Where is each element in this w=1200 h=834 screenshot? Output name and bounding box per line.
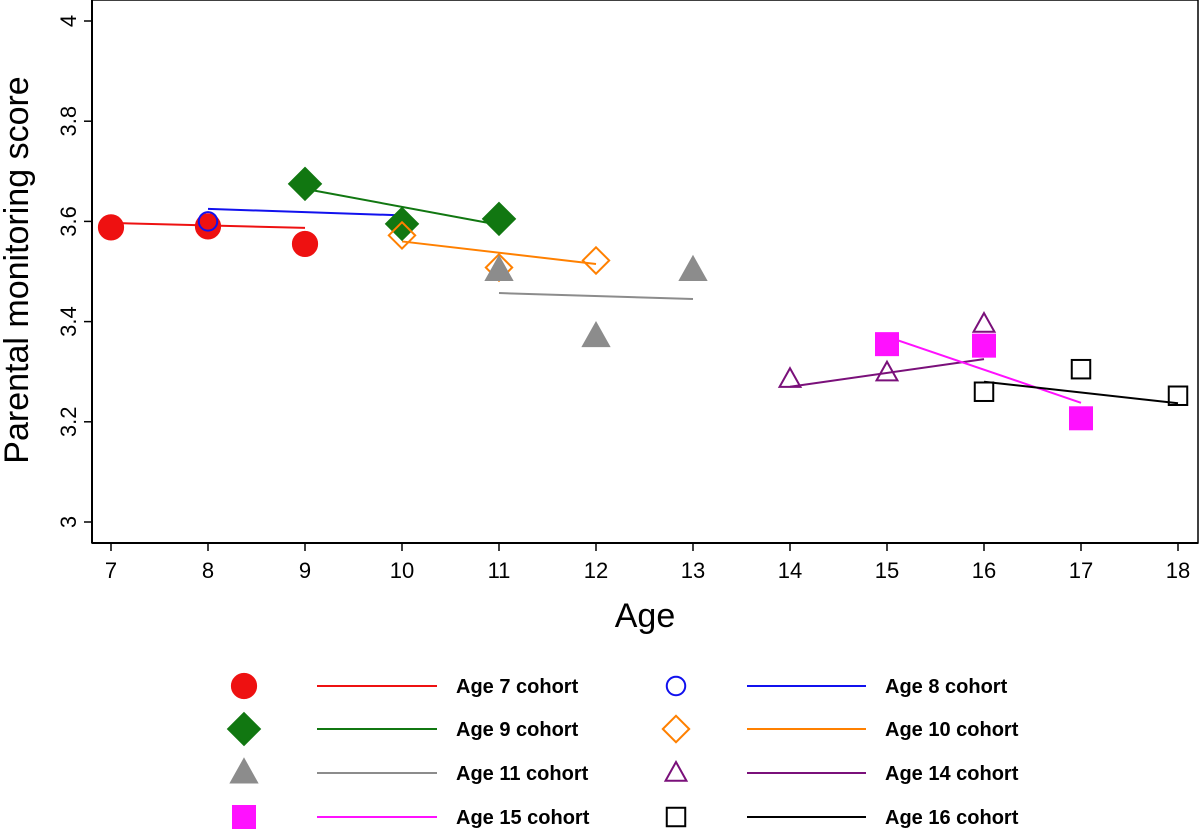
legend-label-age-7-cohort: Age 7 cohort bbox=[456, 676, 579, 698]
plot-area-frame bbox=[91, 0, 1199, 544]
x-tick-label: 15 bbox=[875, 558, 899, 583]
fit-line-age-14-cohort bbox=[789, 358, 985, 388]
point-age-15-cohort bbox=[875, 332, 899, 357]
x-tick-label: 7 bbox=[105, 558, 117, 583]
x-tick-label: 14 bbox=[778, 558, 802, 583]
fit-line-age-10-cohort bbox=[401, 240, 597, 265]
legend-label-age-14-cohort: Age 14 cohort bbox=[885, 763, 1019, 785]
legend-entry-age-10-cohort: Age 10 cohort bbox=[661, 714, 1019, 744]
point-age-8-cohort bbox=[197, 211, 219, 232]
legend-entry-age-8-cohort: Age 8 cohort bbox=[665, 675, 1008, 698]
x-tick-label: 18 bbox=[1166, 558, 1190, 583]
x-tick-label: 8 bbox=[202, 558, 214, 583]
point-age-16-cohort bbox=[1070, 358, 1092, 380]
point-age-14-cohort bbox=[874, 359, 900, 382]
legend-label-age-9-cohort: Age 9 cohort bbox=[456, 719, 579, 741]
fit-line-age-16-cohort bbox=[983, 380, 1179, 405]
point-age-9-cohort bbox=[287, 166, 323, 202]
y-tick-label: 4 bbox=[56, 15, 81, 27]
legend-marker-age-11-cohort bbox=[229, 757, 259, 784]
x-axis-title: Age bbox=[615, 597, 676, 635]
x-tick-label: 11 bbox=[488, 558, 511, 583]
x-axis-ticks: 7 8 9 10 11 12 13 14 15 16 17 18 bbox=[105, 543, 1190, 583]
legend-entry-age-7-cohort: Age 7 cohort bbox=[230, 672, 579, 700]
fit-line-age-15-cohort bbox=[886, 335, 1082, 404]
legend-marker-age-15-cohort bbox=[232, 805, 256, 829]
legend-marker-age-7-cohort bbox=[230, 672, 258, 700]
point-age-9-cohort bbox=[481, 201, 517, 237]
legend-label-age-11-cohort: Age 11 cohort bbox=[456, 763, 589, 785]
point-age-15-cohort bbox=[972, 333, 996, 358]
point-age-14-cohort bbox=[971, 311, 997, 333]
x-tick-label: 10 bbox=[390, 558, 414, 583]
point-age-9-cohort bbox=[384, 206, 420, 242]
x-tick-label: 13 bbox=[681, 558, 705, 583]
y-tick-label: 3.8 bbox=[56, 106, 81, 137]
legend-label-age-10-cohort: Age 10 cohort bbox=[885, 719, 1019, 741]
legend-label-age-8-cohort: Age 8 cohort bbox=[885, 676, 1008, 698]
y-axis-ticks: 3 3.2 3.4 3.6 3.8 4 bbox=[56, 15, 92, 528]
point-age-11-cohort bbox=[484, 254, 514, 282]
legend-marker-age-8-cohort bbox=[665, 675, 687, 697]
legend-entry-age-14-cohort: Age 14 cohort bbox=[663, 759, 1019, 785]
x-tick-label: 12 bbox=[584, 558, 608, 583]
legend-label-age-16-cohort: Age 16 cohort bbox=[885, 807, 1019, 829]
point-age-10-cohort bbox=[387, 220, 417, 251]
point-age-7-cohort bbox=[291, 230, 319, 258]
fit-line-age-8-cohort bbox=[207, 207, 403, 217]
legend-marker-age-16-cohort bbox=[665, 806, 687, 828]
point-age-11-cohort bbox=[678, 254, 708, 282]
point-age-16-cohort bbox=[1167, 385, 1189, 406]
data-points bbox=[97, 166, 1189, 431]
point-age-14-cohort bbox=[777, 366, 803, 388]
legend: Age 7 cohort Age 8 cohort Age 9 cohort Age … bbox=[226, 672, 1019, 829]
legend-label-age-15-cohort: Age 15 cohort bbox=[456, 807, 590, 829]
y-tick-label: 3.4 bbox=[56, 306, 81, 337]
point-age-7-cohort bbox=[194, 213, 222, 240]
legend-entry-age-11-cohort: Age 11 cohort bbox=[229, 757, 589, 785]
x-tick-label: 17 bbox=[1069, 558, 1093, 583]
legend-marker-age-9-cohort bbox=[226, 711, 262, 747]
y-tick-label: 3.2 bbox=[56, 407, 81, 438]
fit-line-age-11-cohort bbox=[498, 292, 694, 301]
y-tick-label: 3 bbox=[56, 516, 81, 528]
point-age-16-cohort bbox=[973, 381, 995, 402]
point-age-7-cohort bbox=[97, 214, 125, 241]
y-tick-label: 3.6 bbox=[56, 206, 81, 237]
legend-entry-age-15-cohort: Age 15 cohort bbox=[232, 805, 590, 829]
fit-lines bbox=[110, 187, 1179, 405]
legend-entry-age-9-cohort: Age 9 cohort bbox=[226, 711, 579, 747]
y-axis-title: Parental monitoring score bbox=[0, 76, 36, 463]
legend-marker-age-14-cohort bbox=[663, 759, 689, 782]
x-tick-label: 9 bbox=[299, 558, 311, 583]
point-age-10-cohort bbox=[581, 245, 611, 276]
x-tick-label: 16 bbox=[972, 558, 996, 583]
legend-marker-age-10-cohort bbox=[661, 714, 691, 744]
point-age-11-cohort bbox=[581, 320, 611, 348]
legend-entry-age-16-cohort: Age 16 cohort bbox=[665, 806, 1019, 829]
point-age-15-cohort bbox=[1069, 406, 1093, 431]
